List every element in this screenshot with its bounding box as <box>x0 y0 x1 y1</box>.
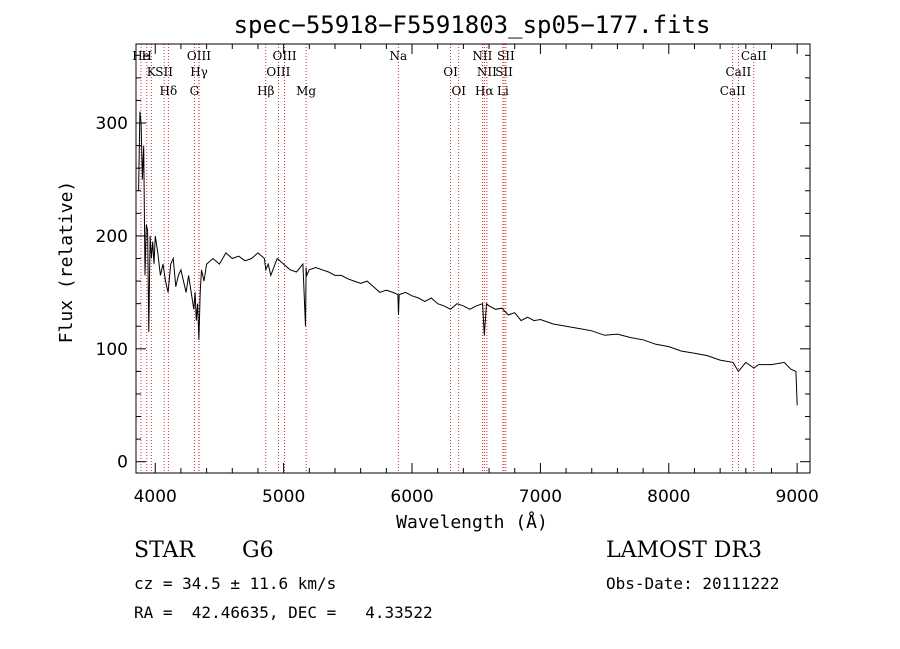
object-subclass: G6 <box>242 538 274 563</box>
line-label: He <box>132 49 150 63</box>
line-label: K <box>147 65 157 79</box>
line-label: OI <box>443 65 458 79</box>
line-label: Hγ <box>190 65 208 79</box>
line-label: CaII <box>741 49 767 63</box>
chart-title: spec−55918−F5591803_sp05−177.fits <box>234 11 711 39</box>
y-tick-label: 0 <box>117 453 128 473</box>
x-tick-label: 7000 <box>519 487 562 507</box>
x-axis-label: Wavelength (Å) <box>396 511 548 533</box>
line-markers <box>140 44 755 473</box>
line-label: SII <box>497 49 515 63</box>
line-label: Hβ <box>257 84 274 98</box>
x-tick-label: 5000 <box>262 487 305 507</box>
plot-frame <box>135 43 811 474</box>
line-label: CaII <box>725 65 751 79</box>
line-label: Li <box>497 84 509 98</box>
x-tick-label: 6000 <box>390 487 433 507</box>
y-tick-label: 200 <box>96 227 128 247</box>
line-label: Hα <box>475 84 494 98</box>
line-label: OI <box>451 84 466 98</box>
y-tick-label: 100 <box>96 340 128 360</box>
line-label: Hδ <box>160 84 178 98</box>
object-class: STAR <box>134 538 195 563</box>
x-tick-label: 4000 <box>134 487 177 507</box>
survey-name: LAMOST DR3 <box>606 538 762 563</box>
line-label: OIII <box>266 65 290 79</box>
x-tick-label: 9000 <box>776 487 819 507</box>
line-label: OIII <box>273 49 297 63</box>
y-axis-ticks: 0 100 200 300 <box>96 54 810 473</box>
line-label: SII <box>495 65 513 79</box>
y-tick-label: 300 <box>96 114 128 134</box>
line-label: NII <box>472 49 492 63</box>
line-label: SII <box>155 65 173 79</box>
line-label: NII <box>477 65 497 79</box>
x-axis-ticks: 4000 5000 6000 7000 8000 9000 <box>134 44 819 507</box>
line-label: CaII <box>720 84 746 98</box>
y-axis-label: Flux (relative) <box>56 181 77 344</box>
line-label: G <box>190 84 200 98</box>
line-label: H <box>142 49 152 63</box>
redshift-cz: cz = 34.5 ± 11.6 km/s <box>134 574 337 593</box>
x-tick-label: 8000 <box>647 487 690 507</box>
line-label: Na <box>389 49 407 63</box>
obs-date: Obs-Date: 20111222 <box>606 574 780 593</box>
spectrum-line <box>138 111 798 406</box>
line-label: OIII <box>187 49 211 63</box>
ra-dec: RA = 42.46635, DEC = 4.33522 <box>134 603 433 622</box>
line-labels: HKHδHeSIIGOIIIHγHβOIIIOIIIMgNaOIOINIISII… <box>132 49 767 98</box>
line-label: Mg <box>296 84 316 98</box>
